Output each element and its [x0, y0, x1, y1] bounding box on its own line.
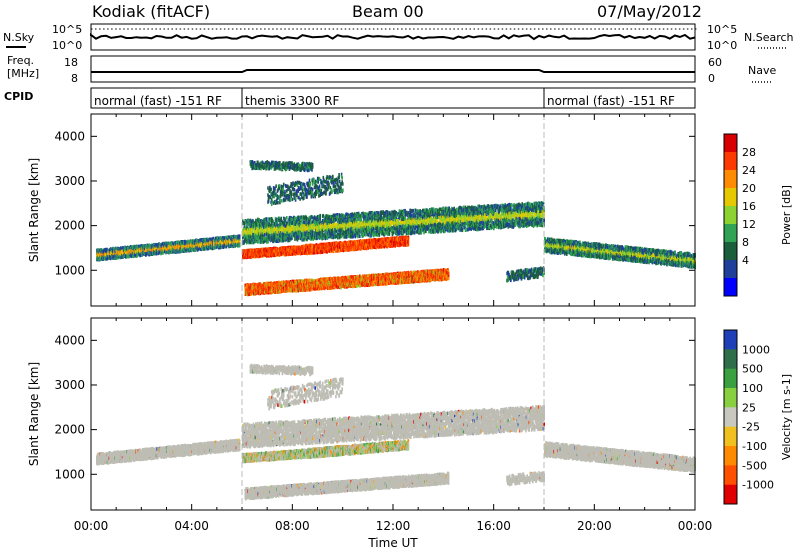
cpid-segments: normal (fast) -151 RF themis 3300 RF norma…	[94, 88, 675, 108]
scatter-cell	[109, 256, 112, 261]
scatter-cell	[212, 236, 214, 241]
cpid-segment-label: normal (fast) -151 RF	[94, 94, 222, 108]
power-panel	[90, 113, 696, 307]
scatter-cell	[238, 240, 241, 245]
strip-traces	[90, 28, 697, 73]
scatter-cell	[220, 237, 222, 242]
scatter-cell	[136, 244, 138, 249]
noise-sky-trace	[90, 33, 696, 41]
scatter-cell	[191, 239, 193, 243]
scatter-cell	[189, 248, 191, 252]
date-label: 07/May/2012	[597, 2, 702, 21]
scatter-cell	[226, 235, 229, 240]
scatter-cell	[207, 244, 209, 248]
scatter-cell	[106, 256, 109, 261]
scatter-cell	[150, 248, 153, 253]
noise-strip-frame	[90, 23, 696, 51]
scatter-cell	[407, 237, 410, 241]
scatter-cell	[216, 240, 218, 244]
scatter-cell	[167, 247, 170, 252]
cpid-segment-label: themis 3300 RF	[245, 94, 339, 108]
frequency-trace	[91, 69, 695, 73]
scatter-cell	[197, 247, 199, 252]
scatter-cell	[238, 242, 241, 247]
scatter-cell	[132, 254, 135, 259]
scatter-cell	[222, 245, 225, 249]
scatter-cell	[175, 240, 178, 245]
scatter-cell	[407, 240, 410, 244]
cpid-strip-frame	[90, 87, 696, 109]
scatter-cell	[238, 237, 241, 241]
power-scatter	[96, 160, 696, 297]
scatter-cell	[201, 247, 204, 251]
parameter-strips: normal (fast) -151 RF themis 3300 RF norma…	[90, 23, 697, 109]
scatter-cell	[96, 256, 98, 260]
scatter-cell	[238, 239, 241, 243]
scatter-cell	[230, 240, 233, 245]
beam-label: Beam 00	[352, 2, 424, 21]
scatter-cell	[99, 256, 102, 261]
scatter-cell	[238, 235, 241, 239]
cpid-segment-label: normal (fast) -151 RF	[547, 94, 675, 108]
scatter-cell	[125, 255, 127, 259]
scatter-cell	[184, 239, 186, 244]
freq-strip-frame	[90, 55, 696, 83]
scatter-cell	[247, 255, 250, 259]
station-title: Kodiak (fitACF)	[92, 2, 210, 21]
